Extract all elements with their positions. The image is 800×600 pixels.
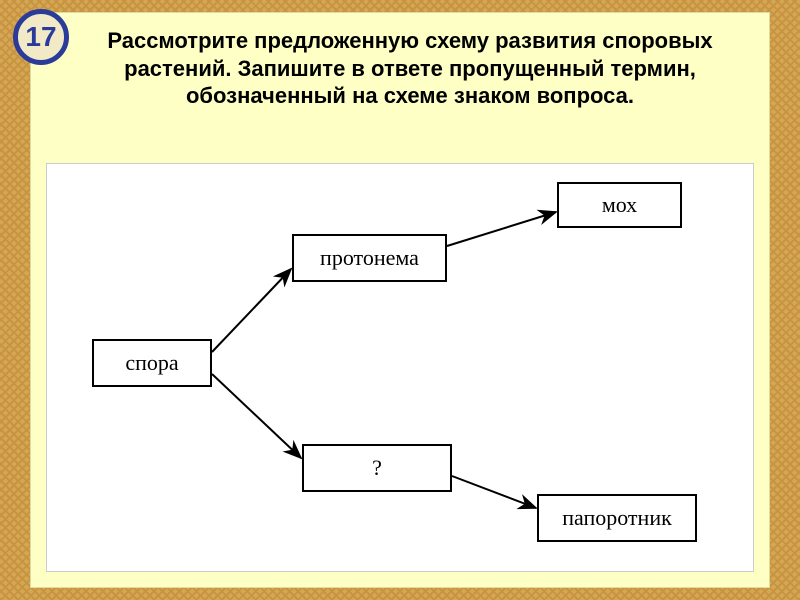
flowchart-node-fern: папоротник xyxy=(537,494,697,542)
flowchart-edge xyxy=(447,212,556,246)
flowchart-node-spore: спора xyxy=(92,339,212,387)
flowchart-node-moss: мох xyxy=(557,182,682,228)
content-panel: 17 Рассмотрите предложенную схему развит… xyxy=(30,12,770,588)
flowchart-node-unknown: ? xyxy=(302,444,452,492)
flowchart-edge xyxy=(212,269,291,352)
flowchart-node-protonema: протонема xyxy=(292,234,447,282)
flowchart-edge xyxy=(452,476,536,508)
question-title: Рассмотрите предложенную схему развития … xyxy=(71,27,749,110)
question-number: 17 xyxy=(25,21,56,53)
flowchart-edge xyxy=(212,374,301,458)
diagram-area: спора протонема мох? папоротник xyxy=(46,163,754,572)
question-number-badge: 17 xyxy=(13,9,69,65)
